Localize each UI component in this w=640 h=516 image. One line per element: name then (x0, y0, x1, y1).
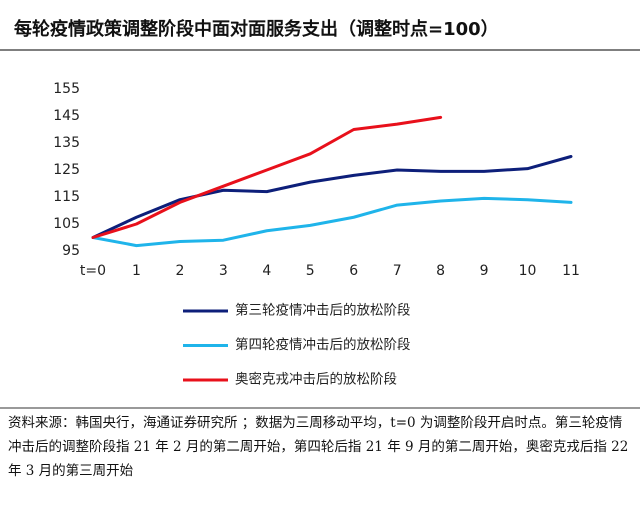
legend-label: 第四轮疫情冲击后的放松阶段 (235, 336, 411, 353)
x-tick-label: 10 (519, 263, 537, 279)
x-tick-label: 2 (175, 263, 184, 279)
y-tick-label: 155 (53, 81, 80, 97)
x-tick-label: 3 (219, 263, 228, 279)
y-tick-label: 125 (53, 162, 80, 178)
x-tick-label: 7 (393, 263, 402, 279)
chart-title: 每轮疫情政策调整阶段中面对面服务支出（调整时点=100） (14, 18, 499, 40)
legend-label: 第三轮疫情冲击后的放松阶段 (235, 302, 411, 319)
y-tick-label: 135 (53, 135, 80, 151)
x-tick-label: 9 (480, 263, 489, 279)
y-tick-label: 95 (62, 243, 80, 259)
series-line (91, 115, 443, 239)
y-tick-label: 145 (53, 108, 80, 124)
x-tick-label: 6 (349, 263, 358, 279)
x-tick-label: 1 (132, 263, 141, 279)
x-tick-label: 8 (436, 263, 445, 279)
y-tick-label: 115 (53, 189, 80, 205)
source-note: 资料来源：韩国央行，海通证券研究所 ；数据为三周移动平均，t=0 为调整阶段开启… (8, 415, 629, 479)
x-tick-label: 4 (262, 263, 271, 279)
y-tick-label: 105 (53, 216, 80, 232)
chart: 每轮疫情政策调整阶段中面对面服务支出（调整时点=100） 95105115125… (0, 18, 640, 409)
series-line (91, 155, 573, 239)
x-tick-label: 11 (562, 263, 580, 279)
x-tick-label: 5 (306, 263, 315, 279)
x-tick-label: t=0 (80, 263, 106, 279)
series-line (91, 196, 573, 248)
legend-label: 奥密克戎冲击后的放松阶段 (235, 371, 397, 388)
